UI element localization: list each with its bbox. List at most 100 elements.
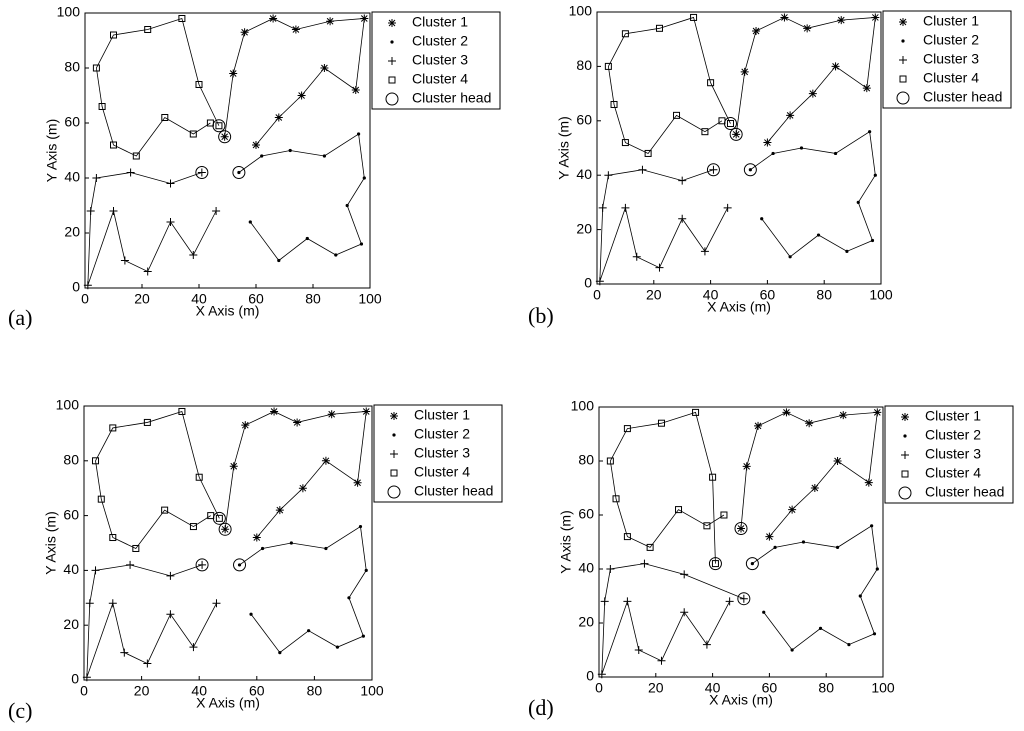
- point: [675, 506, 683, 514]
- point: [750, 562, 754, 566]
- point: [269, 14, 278, 23]
- point: [788, 255, 792, 259]
- point: [871, 13, 880, 22]
- point: [132, 544, 140, 552]
- point: [732, 130, 741, 139]
- point: [773, 545, 777, 550]
- point: [144, 26, 152, 33]
- point: [120, 256, 129, 265]
- legend-label: Cluster 2: [925, 427, 981, 443]
- y-tick-label: 40: [64, 169, 80, 185]
- point: [110, 31, 117, 39]
- point: [754, 421, 763, 430]
- point: [703, 522, 711, 530]
- point: [322, 154, 326, 158]
- point: [358, 524, 363, 529]
- y-tick-label: 40: [63, 561, 79, 577]
- y-tick-label: 60: [576, 112, 592, 128]
- x-tick-label: 60: [760, 287, 776, 303]
- point: [195, 558, 209, 572]
- point: [621, 30, 629, 38]
- legend-marker: [388, 19, 396, 27]
- point: [229, 462, 238, 471]
- point: [357, 132, 361, 136]
- point: [646, 543, 654, 551]
- point: [788, 505, 797, 514]
- point: [132, 152, 140, 160]
- cluster-path: [607, 16, 731, 154]
- point: [745, 557, 759, 571]
- y-tick-label: 100: [57, 4, 81, 20]
- x-tick-label: 80: [305, 291, 321, 307]
- point: [657, 419, 665, 427]
- point: [232, 166, 246, 179]
- point: [347, 596, 351, 600]
- point: [324, 546, 328, 551]
- point: [233, 558, 247, 572]
- point: [640, 559, 649, 568]
- point: [638, 165, 647, 174]
- point: [803, 24, 812, 33]
- x-tick-label: 0: [81, 291, 89, 307]
- x-tick-label: 60: [762, 680, 778, 696]
- point: [220, 132, 229, 141]
- cluster-path: [224, 18, 365, 146]
- point: [109, 534, 117, 542]
- y-axis-label: Y Axis (m): [44, 119, 60, 183]
- point: [655, 24, 663, 32]
- point: [632, 252, 641, 261]
- point: [862, 84, 871, 93]
- point: [845, 249, 849, 253]
- point: [277, 258, 281, 263]
- point: [98, 103, 106, 110]
- point: [178, 407, 186, 415]
- point: [801, 540, 806, 544]
- point: [126, 168, 135, 177]
- point: [178, 15, 186, 22]
- legend-marker: [901, 39, 905, 43]
- point: [604, 62, 612, 70]
- x-tick-label: 80: [818, 680, 834, 696]
- cluster-path: [599, 169, 728, 282]
- x-tick-label: 100: [871, 680, 895, 696]
- panel-label: (a): [8, 305, 32, 330]
- point: [808, 89, 817, 98]
- point: [364, 568, 368, 573]
- point: [166, 571, 175, 580]
- point: [218, 522, 232, 536]
- point: [320, 64, 329, 72]
- point: [600, 597, 609, 606]
- point: [298, 484, 307, 493]
- point: [212, 511, 226, 525]
- cluster-path: [601, 563, 744, 675]
- point: [711, 560, 719, 568]
- point: [742, 462, 751, 471]
- x-tick-label: 40: [191, 683, 207, 699]
- x-tick-label: 0: [595, 680, 603, 696]
- point: [86, 207, 95, 215]
- legend-marker: [390, 450, 398, 458]
- legend-marker: [896, 91, 910, 105]
- point: [218, 130, 232, 144]
- y-tick-label: 0: [586, 668, 594, 684]
- legend-label: Cluster 2: [412, 33, 468, 49]
- point: [249, 612, 253, 616]
- x-tick-label: 20: [134, 291, 150, 307]
- x-tick-label: 100: [358, 291, 382, 307]
- legend-label: Cluster head: [925, 484, 1004, 500]
- point: [195, 166, 209, 179]
- point: [359, 242, 364, 246]
- legend-marker: [385, 92, 399, 106]
- point: [634, 646, 643, 654]
- point: [353, 478, 362, 487]
- y-tick-label: 100: [56, 397, 80, 413]
- y-tick-label: 20: [64, 224, 80, 240]
- point: [873, 173, 877, 177]
- point: [198, 560, 207, 569]
- point: [274, 113, 283, 122]
- legend-label: Cluster 1: [923, 13, 979, 29]
- y-tick-label: 80: [63, 452, 79, 468]
- point: [143, 418, 151, 426]
- point: [248, 220, 252, 224]
- point: [297, 91, 306, 100]
